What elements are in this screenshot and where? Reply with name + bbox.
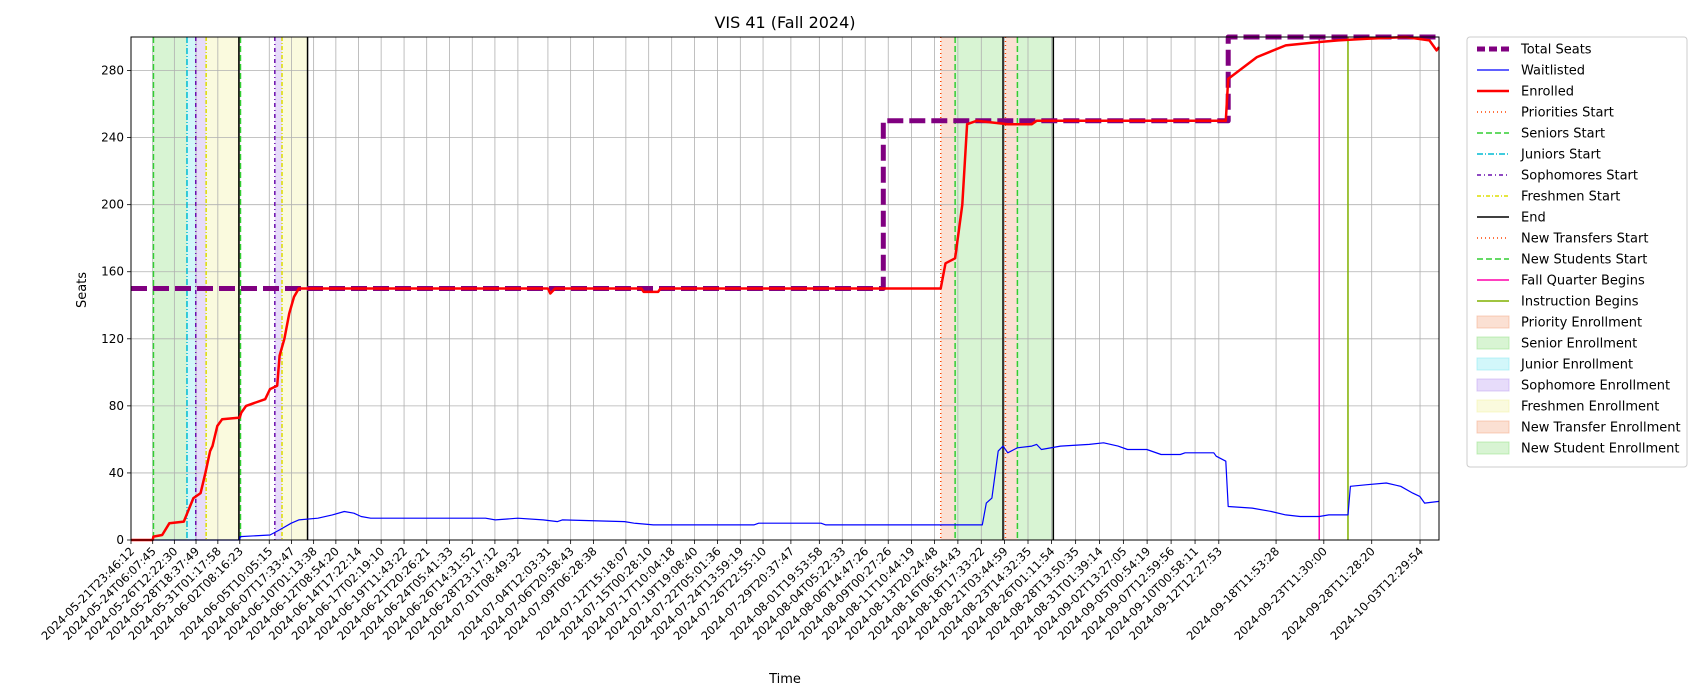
y-tick-label: 280 bbox=[101, 64, 124, 78]
legend-label: Sophomores Start bbox=[1521, 169, 1638, 184]
legend-label: Priority Enrollment bbox=[1521, 316, 1642, 331]
series-waitlisted bbox=[131, 442, 1440, 541]
series-lines bbox=[131, 34, 1441, 542]
series-enrolled bbox=[131, 35, 1441, 542]
legend-label: Fall Quarter Begins bbox=[1521, 274, 1645, 289]
legend-label: End bbox=[1521, 211, 1546, 226]
legend-label: Senior Enrollment bbox=[1521, 337, 1637, 352]
span-new-student-enrollment bbox=[1017, 37, 1054, 540]
legend-label: Waitlisted bbox=[1521, 64, 1585, 79]
legend: Total Seats Waitlisted Enrolled Priorities … bbox=[1466, 36, 1688, 468]
legend-label: New Student Enrollment bbox=[1521, 442, 1679, 457]
legend-label: Seniors Start bbox=[1521, 127, 1605, 142]
legend-box bbox=[1466, 36, 1688, 468]
y-tick-label: 160 bbox=[101, 265, 124, 279]
legend-label: Instruction Begins bbox=[1521, 295, 1639, 310]
legend-swatch bbox=[1476, 336, 1510, 350]
legend-swatch bbox=[1476, 420, 1510, 434]
y-tick-label: 240 bbox=[101, 131, 124, 145]
y-axis-label: Seats bbox=[75, 272, 90, 308]
legend-label: Total Seats bbox=[1520, 43, 1592, 58]
legend-label: Juniors Start bbox=[1520, 148, 1601, 163]
plot-frame bbox=[130, 36, 1440, 541]
legend-label: Sophomore Enrollment bbox=[1521, 379, 1670, 394]
legend-swatch bbox=[1476, 378, 1510, 392]
y-tick-label: 120 bbox=[101, 332, 124, 346]
legend-swatch bbox=[1476, 399, 1510, 413]
legend-label: Freshmen Start bbox=[1521, 190, 1620, 205]
legend-label: New Students Start bbox=[1521, 253, 1647, 268]
y-tick-label: 40 bbox=[109, 466, 124, 480]
legend-label: Priorities Start bbox=[1521, 106, 1614, 121]
plot-area bbox=[130, 34, 1441, 542]
legend-swatch bbox=[1476, 315, 1510, 329]
legend-label: Freshmen Enrollment bbox=[1521, 400, 1659, 415]
x-axis-label: Time bbox=[768, 672, 801, 687]
legend-label: New Transfers Start bbox=[1521, 232, 1648, 247]
y-tick-label: 0 bbox=[116, 533, 124, 547]
legend-label: New Transfer Enrollment bbox=[1521, 421, 1681, 436]
legend-swatch bbox=[1476, 357, 1510, 371]
span-priority-enrollment bbox=[940, 37, 956, 540]
chart-title: VIS 41 (Fall 2024) bbox=[714, 13, 855, 32]
y-tick-label: 200 bbox=[101, 198, 124, 212]
y-tick-label: 80 bbox=[109, 399, 124, 413]
legend-label: Enrolled bbox=[1521, 85, 1574, 100]
legend-label: Junior Enrollment bbox=[1520, 358, 1633, 373]
y-axis-ticks: 0 40 80 120 160 200 240 280 bbox=[101, 64, 131, 547]
span-junior-enrollment bbox=[186, 37, 196, 540]
legend-swatch bbox=[1476, 441, 1510, 455]
span-new-transfer-enrollment bbox=[1005, 37, 1018, 540]
